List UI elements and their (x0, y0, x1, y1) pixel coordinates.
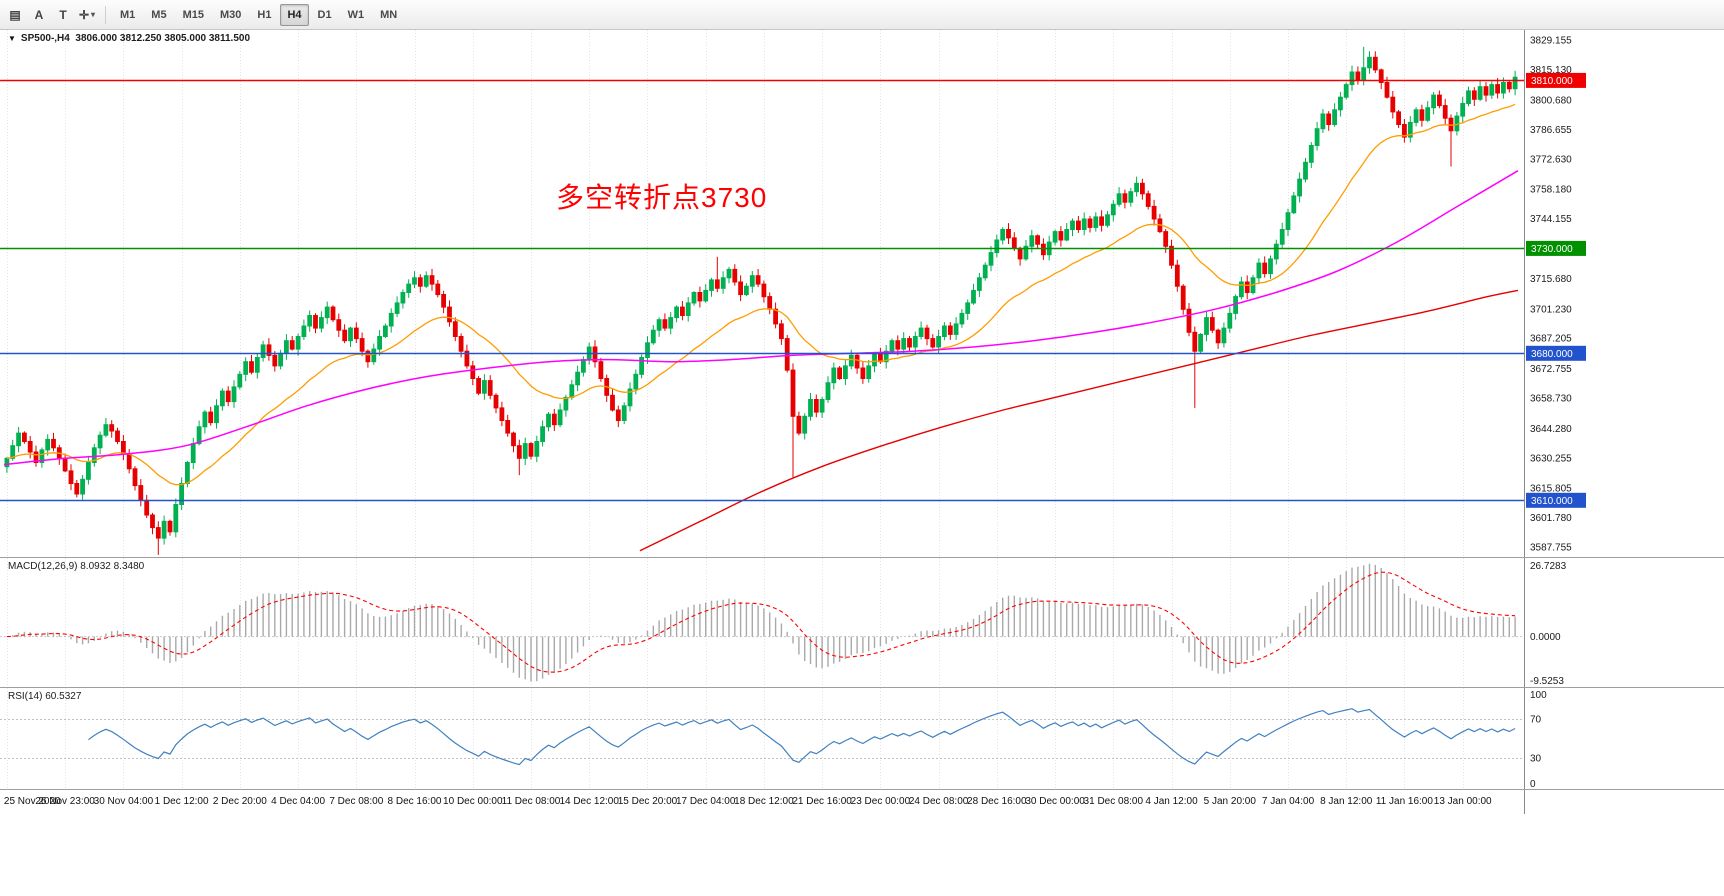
svg-text:7 Dec 08:00: 7 Dec 08:00 (329, 796, 383, 807)
svg-text:28 Dec 16:00: 28 Dec 16:00 (967, 796, 1027, 807)
svg-text:11 Jan 16:00: 11 Jan 16:00 (1376, 796, 1434, 807)
timeframe-mn-button[interactable]: MN (380, 8, 398, 21)
svg-text:13 Jan 00:00: 13 Jan 00:00 (1434, 796, 1492, 807)
svg-text:3810.000: 3810.000 (1531, 76, 1573, 87)
timeframe-m5-button[interactable]: M5 (151, 8, 167, 21)
rsi-label: RSI(14) 60.5327 (8, 691, 82, 702)
symbol-ohlc-label: SP500-,H4 3806.000 3812.250 3805.000 381… (20, 33, 251, 44)
svg-text:3672.755: 3672.755 (1530, 364, 1572, 375)
svg-text:14 Dec 12:00: 14 Dec 12:00 (559, 796, 619, 807)
timeframe-d1-button[interactable]: D1 (317, 8, 332, 21)
chart-menu-icon[interactable]: ▼ (8, 34, 16, 43)
svg-text:3630.255: 3630.255 (1530, 453, 1572, 464)
rsi-line (88, 708, 1516, 766)
timeframe-h1-button[interactable]: H1 (257, 8, 272, 21)
svg-text:4 Dec 04:00: 4 Dec 04:00 (271, 796, 325, 807)
timeframe-m1-button[interactable]: M1 (120, 8, 136, 21)
text-tool-button[interactable]: T (59, 7, 67, 22)
timeframe-m30-button[interactable]: M30 (219, 8, 242, 21)
svg-text:3758.180: 3758.180 (1530, 185, 1572, 196)
svg-text:-9.5253: -9.5253 (1530, 676, 1564, 687)
svg-text:3800.680: 3800.680 (1530, 96, 1572, 107)
svg-text:3587.755: 3587.755 (1530, 543, 1572, 554)
svg-text:30 Dec 00:00: 30 Dec 00:00 (1025, 796, 1085, 807)
time-axis[interactable]: 25 Nov 2020 26 Nov 23:00 30 Nov 04:00 1 Dec… (0, 790, 1724, 814)
svg-text:8 Dec 16:00: 8 Dec 16:00 (388, 796, 442, 807)
svg-text:26 Nov 23:00: 26 Nov 23:00 (35, 796, 95, 807)
svg-text:3701.230: 3701.230 (1530, 304, 1572, 315)
svg-text:3772.630: 3772.630 (1530, 154, 1572, 165)
svg-text:3687.205: 3687.205 (1530, 334, 1572, 345)
timeframe-m15-button[interactable]: M15 (182, 8, 204, 21)
svg-text:3644.280: 3644.280 (1530, 424, 1572, 435)
price-badges: 3810.000 3730.000 3680.000 3610.000 (1526, 72, 1586, 508)
svg-text:0: 0 (1530, 779, 1536, 789)
toolbar: ▤ A T ✛ ▾ M1 M5 M15 M30 H1 H4 D1 W1 MN (0, 0, 1724, 30)
svg-text:31 Dec 08:00: 31 Dec 08:00 (1084, 796, 1144, 807)
ma-mid-line (3, 170, 1519, 466)
svg-text:3786.655: 3786.655 (1530, 125, 1572, 136)
chart-annotation-text: 多空转折点3730 (556, 182, 768, 213)
svg-text:4 Jan 12:00: 4 Jan 12:00 (1145, 796, 1198, 807)
candles-down (22, 51, 1512, 555)
svg-text:24 Dec 08:00: 24 Dec 08:00 (909, 796, 969, 807)
svg-text:23 Dec 00:00: 23 Dec 00:00 (851, 796, 911, 807)
svg-text:2 Dec 20:00: 2 Dec 20:00 (213, 796, 267, 807)
svg-text:15 Dec 20:00: 15 Dec 20:00 (618, 796, 678, 807)
macd-signal-line (6, 571, 1516, 673)
svg-text:100: 100 (1530, 690, 1547, 701)
svg-text:10 Dec 00:00: 10 Dec 00:00 (443, 796, 503, 807)
svg-text:0.0000: 0.0000 (1530, 632, 1561, 643)
svg-text:3680.000: 3680.000 (1531, 349, 1573, 360)
svg-text:3715.680: 3715.680 (1530, 274, 1572, 285)
svg-text:8 Jan 12:00: 8 Jan 12:00 (1320, 796, 1373, 807)
chart-window-button[interactable]: ▤ (9, 7, 21, 22)
svg-text:5 Jan 20:00: 5 Jan 20:00 (1204, 796, 1257, 807)
svg-text:3730.000: 3730.000 (1531, 244, 1573, 255)
vertical-gridlines (7, 688, 1464, 789)
svg-text:3815.130: 3815.130 (1530, 65, 1572, 76)
macd-label: MACD(12,26,9) 8.0932 8.3480 (8, 561, 145, 572)
macd-axis-labels: 26.7283 0.0000 -9.5253 (1530, 561, 1567, 687)
svg-text:3744.155: 3744.155 (1530, 214, 1572, 225)
timeframe-w1-button[interactable]: W1 (347, 8, 365, 21)
svg-text:3601.780: 3601.780 (1530, 513, 1572, 524)
candles-up (4, 46, 1518, 545)
svg-text:70: 70 (1530, 715, 1542, 726)
chart-title: ▼ SP500-,H4 3806.000 3812.250 3805.000 3… (8, 33, 250, 44)
vertical-gridlines (7, 30, 1464, 557)
svg-text:3658.730: 3658.730 (1530, 394, 1572, 405)
svg-text:25 Nov 2020: 25 Nov 2020 (4, 796, 61, 807)
svg-text:30: 30 (1530, 753, 1542, 764)
svg-text:21 Dec 16:00: 21 Dec 16:00 (792, 796, 852, 807)
price-axis-labels: 3829.155 3815.130 3800.680 3786.655 3772.630… (1530, 36, 1572, 554)
svg-text:3615.805: 3615.805 (1530, 484, 1572, 495)
svg-text:18 Dec 12:00: 18 Dec 12:00 (734, 796, 794, 807)
ma-slow-line (639, 289, 1519, 552)
timeframe-h4-button[interactable]: H4 (280, 3, 309, 26)
macd-histogram (11, 563, 1516, 682)
svg-text:3829.155: 3829.155 (1530, 36, 1572, 47)
price-chart-pane[interactable]: ▼ SP500-,H4 3806.000 3812.250 3805.000 3… (0, 30, 1724, 558)
label-tool-button[interactable]: A (34, 7, 44, 22)
svg-text:17 Dec 04:00: 17 Dec 04:00 (676, 796, 736, 807)
cursor-tool-button[interactable]: ✛ ▾ (78, 7, 96, 22)
svg-text:30 Nov 04:00: 30 Nov 04:00 (94, 796, 154, 807)
rsi-axis-labels: 100 70 30 0 (1530, 690, 1547, 789)
svg-text:7 Jan 04:00: 7 Jan 04:00 (1262, 796, 1315, 807)
svg-text:11 Dec 08:00: 11 Dec 08:00 (502, 796, 561, 807)
svg-text:3610.000: 3610.000 (1531, 496, 1573, 507)
rsi-pane[interactable]: RSI(14) 60.5327 100 70 30 0 (0, 688, 1724, 790)
dropdown-caret-icon: ▾ (91, 10, 96, 19)
macd-pane[interactable]: MACD(12,26,9) 8.0932 8.3480 26.7283 0.000… (0, 558, 1724, 688)
svg-text:1 Dec 12:00: 1 Dec 12:00 (155, 796, 209, 807)
svg-text:26.7283: 26.7283 (1530, 561, 1567, 572)
toolbar-separator (105, 5, 106, 24)
